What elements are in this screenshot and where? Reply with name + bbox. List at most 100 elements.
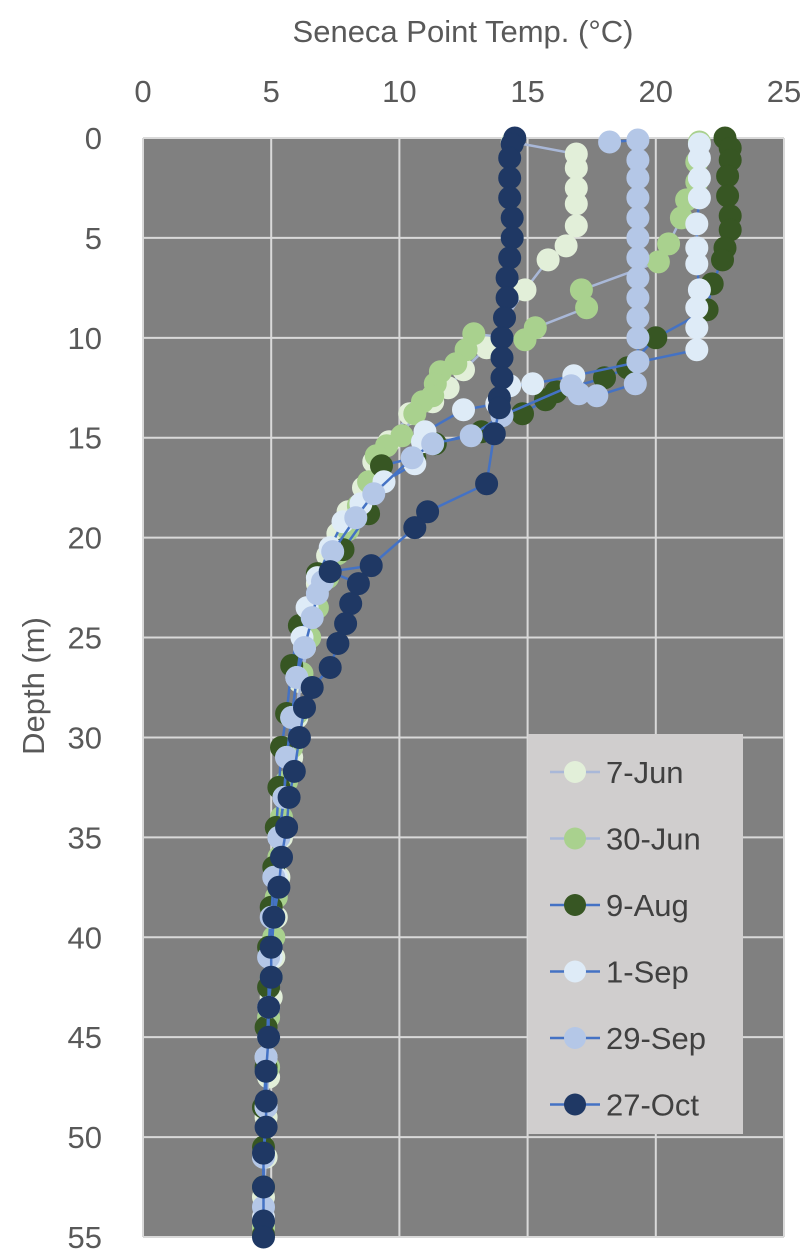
data-point xyxy=(626,246,650,270)
legend-item: 7-Jun xyxy=(550,755,684,790)
data-point xyxy=(685,212,709,236)
x-tick-label: 25 xyxy=(767,74,801,109)
legend-box xyxy=(528,734,743,1134)
data-point xyxy=(598,130,622,154)
data-point xyxy=(623,372,647,396)
data-point xyxy=(252,1225,275,1249)
data-point xyxy=(626,350,650,374)
legend-item: 9-Aug xyxy=(550,888,689,923)
y-tick-label: 10 xyxy=(68,321,102,356)
data-point xyxy=(687,186,711,210)
data-point xyxy=(346,572,370,596)
legend-item: 27-Oct xyxy=(550,1088,699,1123)
data-point xyxy=(490,326,514,350)
data-point xyxy=(305,582,329,606)
data-point xyxy=(564,156,588,180)
data-point xyxy=(646,250,670,274)
legend-label: 29-Sep xyxy=(606,1021,706,1056)
data-point xyxy=(344,506,368,530)
data-point xyxy=(475,472,499,496)
data-point xyxy=(500,226,524,250)
data-point xyxy=(300,606,324,630)
y-tick-label: 40 xyxy=(68,920,102,955)
data-point xyxy=(559,374,583,398)
data-point xyxy=(459,424,483,448)
data-point xyxy=(564,214,588,238)
y-tick-label: 0 xyxy=(85,121,102,156)
legend-item: 29-Sep xyxy=(550,1021,706,1056)
data-point xyxy=(359,554,383,578)
legend-marker xyxy=(564,827,586,850)
legend-marker xyxy=(564,761,586,783)
data-point xyxy=(339,592,363,616)
legend-marker xyxy=(564,1093,586,1116)
y-tick-label: 25 xyxy=(68,621,102,656)
data-point xyxy=(626,206,650,230)
data-point xyxy=(252,1141,275,1165)
data-point xyxy=(685,316,709,340)
data-point xyxy=(554,234,578,258)
data-point xyxy=(321,540,345,564)
data-point xyxy=(521,372,545,396)
data-point xyxy=(626,326,650,350)
legend-label: 9-Aug xyxy=(606,888,689,923)
data-point xyxy=(318,560,342,584)
data-point xyxy=(275,815,299,839)
data-point xyxy=(421,432,445,456)
x-axis-title: Seneca Point Temp. (°C) xyxy=(293,14,634,49)
data-point xyxy=(487,396,511,420)
data-point xyxy=(536,248,560,272)
data-point xyxy=(259,935,283,959)
data-point xyxy=(495,266,519,290)
data-point xyxy=(626,266,650,290)
series-layer xyxy=(252,126,742,1249)
data-point xyxy=(267,875,291,899)
legend-item: 30-Jun xyxy=(550,822,701,857)
y-tick-label: 45 xyxy=(68,1020,102,1055)
legend-item: 1-Sep xyxy=(550,955,689,990)
data-point xyxy=(270,845,293,869)
data-point xyxy=(626,128,650,152)
x-tick-label: 20 xyxy=(639,74,673,109)
legend: 7-Jun 30-Jun 9-Aug 1-Sep 29-Sep 27-Oct xyxy=(528,734,743,1134)
data-point xyxy=(513,328,537,352)
data-point xyxy=(452,398,475,422)
x-tick-label: 0 xyxy=(134,74,151,109)
data-point xyxy=(575,296,599,320)
data-point xyxy=(716,184,740,208)
series-27-Oct xyxy=(252,126,527,1249)
data-point xyxy=(493,306,516,330)
data-point xyxy=(277,785,301,809)
data-point xyxy=(687,166,711,190)
data-point xyxy=(500,206,524,230)
data-point xyxy=(711,248,734,272)
data-point xyxy=(657,232,681,256)
data-point xyxy=(403,516,427,540)
legend-label: 7-Jun xyxy=(606,755,684,790)
legend-marker xyxy=(564,960,586,983)
y-tick-label: 50 xyxy=(68,1120,102,1155)
data-point xyxy=(400,446,424,470)
data-point xyxy=(326,632,350,655)
y-tick-label: 20 xyxy=(68,521,102,556)
data-point xyxy=(482,422,506,446)
data-point xyxy=(495,286,519,310)
x-tick-labels: 0 5 10 15 20 25 xyxy=(134,74,801,109)
data-point xyxy=(403,402,427,426)
data-point xyxy=(626,166,650,190)
data-point xyxy=(293,636,316,659)
data-point xyxy=(254,1059,278,1083)
data-point xyxy=(257,1025,281,1049)
y-tick-labels: 0 5 10 15 20 25 30 35 40 45 50 55 xyxy=(68,121,102,1253)
data-point xyxy=(498,166,522,190)
legend-label: 27-Oct xyxy=(606,1088,699,1123)
x-tick-label: 10 xyxy=(382,74,416,109)
legend-label: 30-Jun xyxy=(606,822,701,857)
data-point xyxy=(262,905,286,929)
y-tick-label: 35 xyxy=(68,820,102,855)
data-point xyxy=(282,759,306,783)
data-point xyxy=(685,338,709,362)
data-point xyxy=(259,965,283,989)
data-point xyxy=(626,286,650,310)
